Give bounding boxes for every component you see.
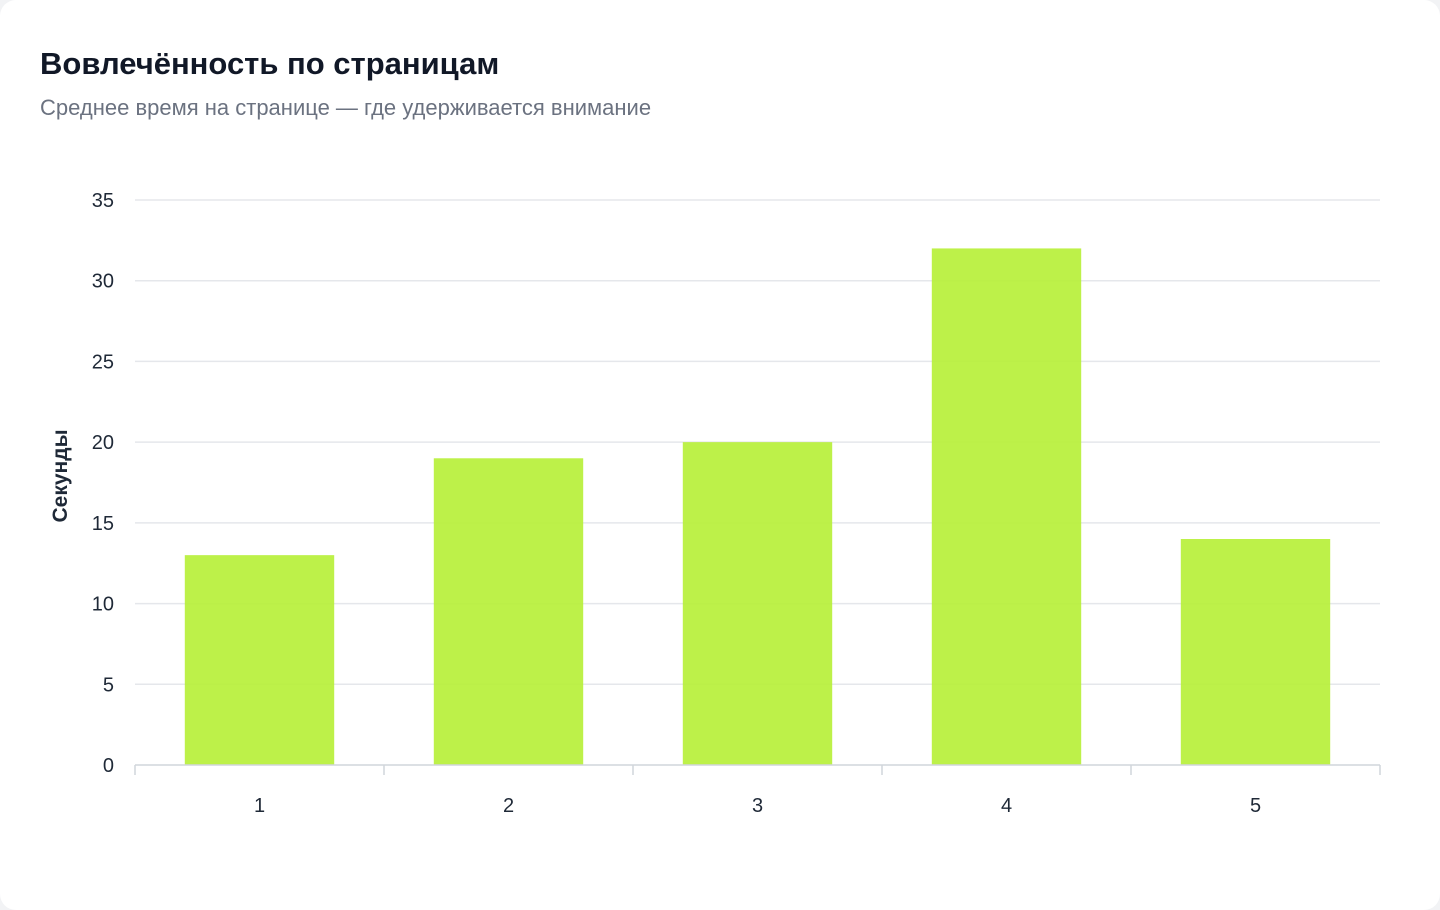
axes: 0 5 10 15 20 25 30 35 1 2 3 4 5 (92, 190, 1381, 817)
bar-2 (433, 458, 584, 765)
y-tick-label: 10 (92, 594, 114, 616)
bar-1 (184, 555, 335, 765)
x-tick-label: 4 (1001, 795, 1012, 817)
bar-3 (682, 442, 833, 765)
x-tick-label: 5 (1250, 795, 1261, 817)
y-tick-label: 35 (92, 190, 114, 212)
bars (184, 248, 1331, 765)
y-tick-label: 0 (103, 755, 114, 777)
y-axis-title: Секунды (49, 430, 72, 523)
y-tick-label: 15 (92, 513, 114, 535)
y-tick-label: 25 (92, 351, 114, 373)
y-tick-label: 20 (92, 432, 114, 454)
x-tick-label: 1 (254, 795, 265, 817)
y-tick-label: 5 (103, 674, 114, 696)
x-tick-label: 3 (752, 795, 763, 817)
bar-4 (931, 248, 1082, 765)
bar-5 (1180, 539, 1331, 765)
chart-title: Вовлечённость по страницам (40, 46, 500, 81)
y-tick-label: 30 (92, 271, 114, 293)
chart-subtitle: Среднее время на странице — где удержива… (40, 95, 652, 120)
x-tick-label: 2 (503, 795, 514, 817)
